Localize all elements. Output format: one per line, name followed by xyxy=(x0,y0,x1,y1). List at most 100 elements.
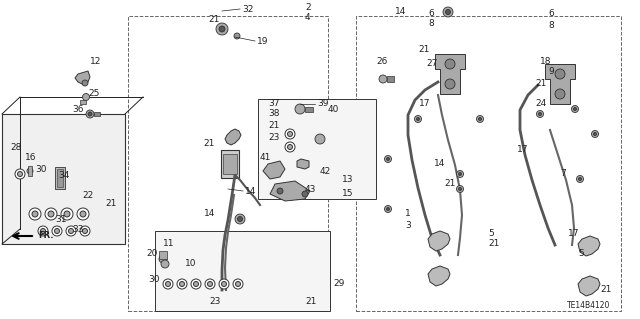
Text: 16: 16 xyxy=(25,152,36,161)
Circle shape xyxy=(387,158,390,160)
Polygon shape xyxy=(428,266,450,286)
Circle shape xyxy=(179,281,184,286)
Text: 8: 8 xyxy=(428,19,434,28)
Polygon shape xyxy=(225,129,241,145)
Circle shape xyxy=(555,69,565,79)
Text: 21: 21 xyxy=(105,199,116,209)
Text: 24: 24 xyxy=(535,100,547,108)
Polygon shape xyxy=(297,159,309,169)
Bar xyxy=(258,99,376,199)
Text: 21: 21 xyxy=(600,285,611,293)
Circle shape xyxy=(577,175,584,182)
Text: 18: 18 xyxy=(540,56,552,65)
Text: 21: 21 xyxy=(418,44,429,54)
Text: 6: 6 xyxy=(428,10,434,19)
Bar xyxy=(94,112,100,116)
Text: 11: 11 xyxy=(163,240,175,249)
Bar xyxy=(159,251,167,259)
Circle shape xyxy=(479,117,481,121)
Circle shape xyxy=(277,188,283,194)
Circle shape xyxy=(191,279,201,289)
Text: 14: 14 xyxy=(395,6,406,16)
Circle shape xyxy=(221,281,227,286)
Circle shape xyxy=(236,281,241,286)
Polygon shape xyxy=(578,236,600,256)
Circle shape xyxy=(77,208,89,220)
Bar xyxy=(387,76,394,82)
Bar xyxy=(223,154,237,174)
Circle shape xyxy=(177,279,187,289)
Text: 37: 37 xyxy=(268,100,280,108)
Circle shape xyxy=(161,260,169,268)
Text: 5: 5 xyxy=(578,249,584,258)
Circle shape xyxy=(193,281,198,286)
Text: 42: 42 xyxy=(320,167,332,175)
Text: 9: 9 xyxy=(548,66,554,76)
Circle shape xyxy=(458,173,461,175)
Circle shape xyxy=(68,228,74,234)
Circle shape xyxy=(387,207,390,211)
Circle shape xyxy=(219,26,225,32)
Text: 19: 19 xyxy=(257,36,269,46)
Text: 8: 8 xyxy=(548,21,554,31)
Text: 23: 23 xyxy=(209,296,221,306)
Circle shape xyxy=(54,228,60,234)
Text: 2: 2 xyxy=(305,3,310,11)
Circle shape xyxy=(445,10,451,14)
Circle shape xyxy=(579,177,582,181)
Circle shape xyxy=(591,130,598,137)
Circle shape xyxy=(88,112,92,116)
Circle shape xyxy=(285,129,295,139)
Circle shape xyxy=(538,113,541,115)
Circle shape xyxy=(555,89,565,99)
Text: 12: 12 xyxy=(90,56,101,65)
Text: 21: 21 xyxy=(204,139,215,149)
Circle shape xyxy=(207,281,212,286)
Circle shape xyxy=(456,170,463,177)
Circle shape xyxy=(64,211,70,217)
Circle shape xyxy=(29,208,41,220)
Text: 21: 21 xyxy=(209,14,220,24)
Circle shape xyxy=(379,75,387,83)
Text: 17: 17 xyxy=(568,229,579,239)
Circle shape xyxy=(216,23,228,35)
Circle shape xyxy=(38,226,48,236)
Circle shape xyxy=(235,214,245,224)
Text: 14: 14 xyxy=(434,160,445,168)
Circle shape xyxy=(205,279,215,289)
Text: 30: 30 xyxy=(35,165,47,174)
Bar xyxy=(80,100,86,104)
Text: 26: 26 xyxy=(376,56,388,65)
Circle shape xyxy=(82,80,88,86)
Circle shape xyxy=(287,145,292,150)
Polygon shape xyxy=(263,161,285,179)
Text: 4: 4 xyxy=(305,12,310,21)
Text: 27: 27 xyxy=(427,60,438,69)
Text: 31: 31 xyxy=(55,214,67,224)
Circle shape xyxy=(32,211,38,217)
Circle shape xyxy=(285,142,295,152)
Circle shape xyxy=(83,93,90,100)
Text: 10: 10 xyxy=(185,259,196,269)
Circle shape xyxy=(445,79,455,89)
Text: 23: 23 xyxy=(268,132,280,142)
Circle shape xyxy=(234,33,240,39)
Text: 21: 21 xyxy=(488,240,499,249)
Text: 1: 1 xyxy=(405,210,411,219)
Bar xyxy=(57,169,63,187)
Circle shape xyxy=(86,110,94,118)
Circle shape xyxy=(593,132,596,136)
Circle shape xyxy=(456,186,463,192)
Text: 21: 21 xyxy=(535,79,547,88)
Text: 7: 7 xyxy=(560,169,566,179)
Circle shape xyxy=(458,188,461,190)
Text: 32: 32 xyxy=(242,4,253,13)
Circle shape xyxy=(17,172,22,176)
Circle shape xyxy=(219,279,229,289)
Text: 14: 14 xyxy=(245,187,257,196)
Circle shape xyxy=(80,211,86,217)
Circle shape xyxy=(287,131,292,137)
Circle shape xyxy=(15,169,25,179)
Text: 38: 38 xyxy=(268,109,280,118)
Bar xyxy=(2,114,125,244)
